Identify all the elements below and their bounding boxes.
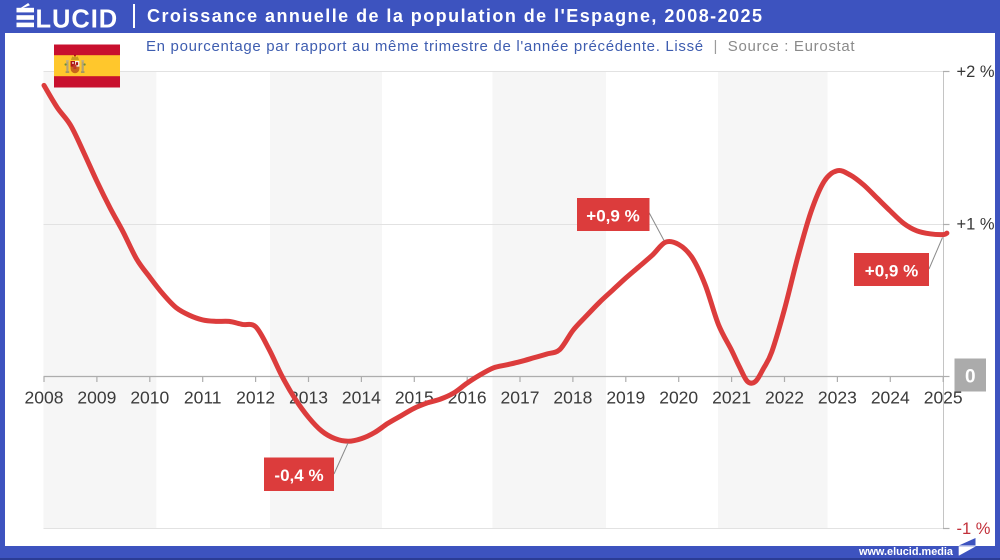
svg-text:0: 0 (965, 366, 976, 387)
svg-text:2017: 2017 (501, 387, 540, 407)
svg-text:+0,9 %: +0,9 % (586, 207, 639, 226)
svg-text:2009: 2009 (77, 387, 116, 407)
svg-text:2014: 2014 (342, 387, 381, 407)
svg-text:+1 %: +1 % (957, 216, 995, 234)
svg-text:2021: 2021 (712, 387, 751, 407)
svg-text:2019: 2019 (606, 387, 645, 407)
svg-text:2008: 2008 (25, 387, 64, 407)
svg-text:2018: 2018 (553, 387, 592, 407)
svg-text:2020: 2020 (659, 387, 698, 407)
svg-text:+0,9 %: +0,9 % (865, 262, 918, 281)
svg-text:-0,4 %: -0,4 % (274, 466, 323, 485)
svg-text:2023: 2023 (818, 387, 857, 407)
svg-text:2024: 2024 (871, 387, 910, 407)
svg-text:-1 %: -1 % (957, 520, 991, 538)
svg-text:2012: 2012 (236, 387, 275, 407)
svg-text:LUCID: LUCID (36, 5, 119, 30)
svg-text:+2 %: +2 % (957, 63, 995, 81)
svg-text:2011: 2011 (184, 387, 222, 407)
svg-text:2025: 2025 (924, 387, 963, 407)
svg-text:2022: 2022 (765, 387, 804, 407)
svg-text:2010: 2010 (130, 387, 169, 407)
